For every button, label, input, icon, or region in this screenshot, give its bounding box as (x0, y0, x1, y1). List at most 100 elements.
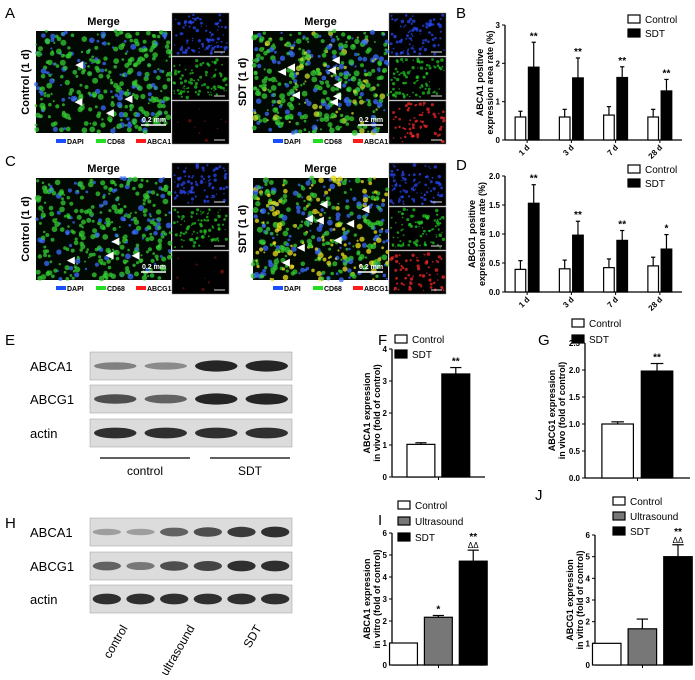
cell-dot (87, 65, 90, 68)
cell-dot (362, 197, 369, 203)
legend-swatch (627, 14, 641, 24)
cell-dot (365, 82, 371, 88)
cell-dot (316, 236, 322, 242)
y-tick-label: 0.5 (489, 259, 501, 268)
cell-dot (255, 260, 258, 263)
cell-dot (392, 118, 395, 121)
cell-dot (322, 90, 328, 95)
cell-dot (190, 224, 193, 227)
arrowhead-marker (105, 109, 114, 118)
cell-dot (270, 85, 277, 91)
cell-dot (129, 108, 133, 112)
cell-dot (437, 174, 441, 179)
cell-dot (272, 250, 279, 257)
cell-dot (304, 62, 308, 66)
cell-dot (164, 232, 168, 236)
protein-label: ABCA1 (30, 525, 73, 540)
cell-dot (298, 103, 301, 105)
cell-dot (381, 218, 385, 222)
protein-band (94, 427, 137, 439)
cell-dot (358, 95, 362, 100)
cell-dot (416, 264, 420, 268)
protein-band (92, 561, 121, 571)
cell-dot (215, 93, 218, 96)
cell-dot (271, 99, 276, 104)
cell-dot (392, 137, 395, 139)
cell-dot (201, 220, 203, 222)
y-tick-label: 5 (383, 551, 388, 560)
panel-letter-A: A (5, 5, 15, 22)
cell-dot (406, 50, 409, 53)
cell-dot (63, 270, 67, 274)
cell-dot (429, 180, 433, 184)
cell-dot (367, 177, 373, 183)
cell-dot (402, 81, 405, 84)
cell-dot (377, 67, 381, 71)
cell-dot (320, 276, 325, 281)
bar (601, 423, 635, 479)
legend-swatch (394, 334, 408, 344)
cell-dot (207, 235, 210, 238)
cell-dot (108, 209, 112, 213)
cell-dot (76, 89, 81, 95)
cell-dot (438, 67, 441, 69)
cell-dot (280, 257, 286, 263)
cell-dot (200, 210, 202, 213)
cell-dot (219, 18, 221, 20)
cell-dot (343, 178, 348, 182)
cell-dot (84, 85, 89, 89)
cell-dot (120, 31, 124, 35)
cell-dot (339, 126, 342, 128)
legend-swatch (571, 334, 585, 344)
cell-dot (363, 31, 367, 35)
cell-dot (187, 87, 190, 89)
cell-dot (328, 188, 332, 192)
cell-dot (401, 216, 404, 219)
arrowhead-marker (329, 98, 338, 107)
cell-dot (252, 259, 255, 262)
cell-dot (423, 197, 427, 202)
y-tick-label: 6 (383, 529, 388, 538)
cell-dot (183, 220, 186, 222)
cell-dot (406, 108, 410, 112)
cell-dot (161, 32, 168, 38)
channel-label: ABCA1 (147, 139, 171, 146)
cell-dot (347, 79, 351, 82)
cell-dot (225, 89, 227, 92)
cell-dot (368, 195, 371, 199)
cell-dot (367, 100, 371, 103)
cell-dot (314, 249, 320, 255)
cell-dot (122, 176, 127, 182)
cell-dot (141, 109, 146, 115)
cell-dot (309, 192, 314, 197)
cell-dot (41, 33, 46, 38)
cell-dot (428, 187, 430, 189)
cell-dot (310, 222, 313, 225)
cell-dot (110, 221, 114, 224)
cell-dot (264, 182, 268, 186)
cell-dot (221, 63, 223, 66)
cell-dot (415, 27, 419, 31)
cell-dot (426, 90, 431, 95)
cell-dot (320, 98, 326, 104)
cell-dot (137, 85, 143, 92)
cell-dot (324, 190, 329, 195)
cell-dot (416, 133, 420, 137)
cell-dot (282, 230, 289, 237)
cell-dot (252, 114, 259, 121)
cell-dot (275, 202, 280, 207)
bar (572, 234, 584, 293)
cell-dot (115, 256, 120, 261)
cell-dot (343, 191, 347, 194)
cell-dot (254, 34, 259, 39)
cell-dot (366, 248, 372, 254)
cell-dot (335, 87, 340, 91)
cell-dot (191, 39, 194, 42)
cell-dot (401, 176, 405, 180)
cell-dot (63, 214, 67, 218)
cell-dot (179, 231, 183, 235)
cell-dot (208, 184, 211, 187)
cell-dot (432, 196, 435, 199)
cell-dot (409, 119, 412, 122)
arrowhead-marker (124, 95, 133, 104)
